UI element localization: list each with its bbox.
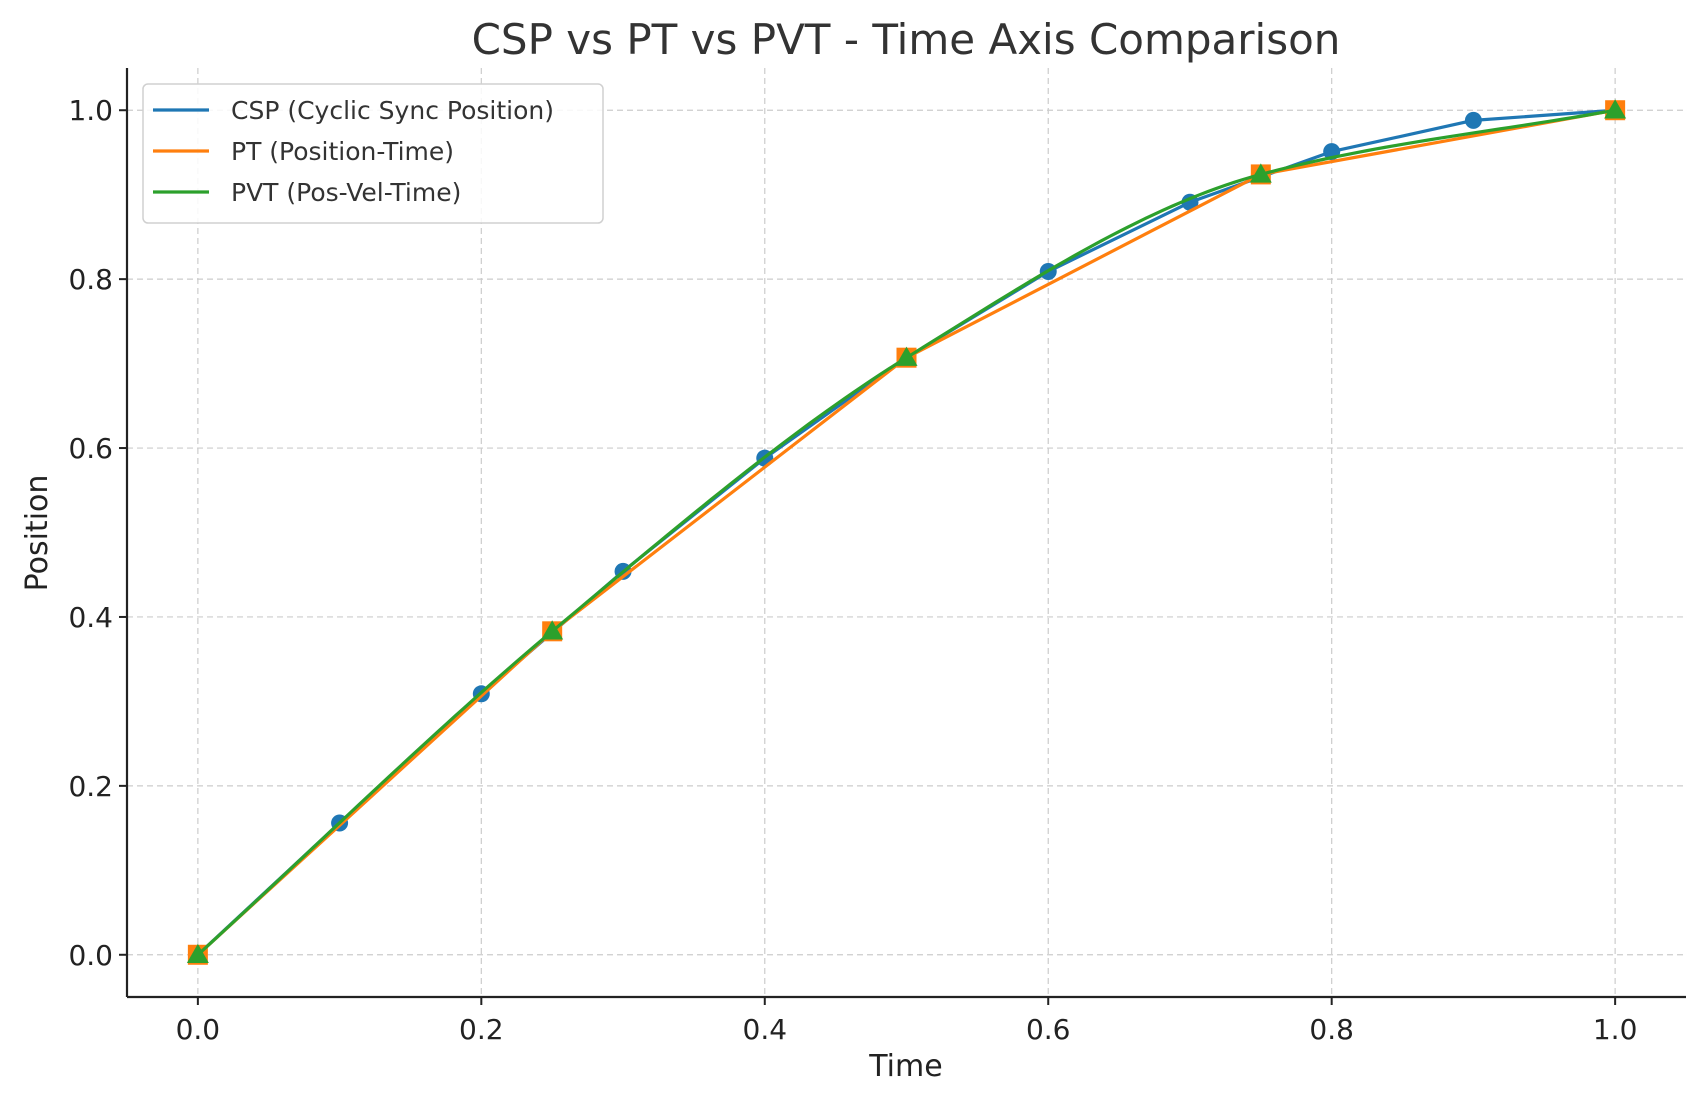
ticks: 0.0 0.2 0.4 0.6 0.8 1.0 0.0 0.2 0.4 0.6 0.8 1.0 (68, 94, 1637, 1046)
legend-label: CSP (Cyclic Sync Position) (231, 96, 554, 125)
x-axis-label: Time (868, 1049, 942, 1084)
legend: CSP (Cyclic Sync Position) PT (Position-T… (142, 83, 604, 224)
y-tick-label: 0.0 (68, 939, 113, 972)
y-tick-label: 0.4 (68, 601, 113, 634)
y-tick-label: 1.0 (68, 94, 113, 127)
y-tick-label: 0.6 (68, 432, 113, 465)
data-point (1464, 111, 1482, 129)
x-tick-label: 0.8 (1309, 1013, 1354, 1046)
x-tick-label: 0.4 (743, 1013, 788, 1046)
series-layer (186, 99, 1627, 965)
x-tick-label: 0.2 (459, 1013, 504, 1046)
chart-title: CSP vs PT vs PVT - Time Axis Comparison (472, 15, 1341, 64)
series-3 (186, 99, 1627, 964)
legend-label: PT (Position-Time) (231, 137, 454, 166)
x-tick-label: 0.0 (176, 1013, 221, 1046)
axes (125, 68, 1686, 999)
data-point (1604, 99, 1627, 119)
legend-label: PVT (Pos-Vel-Time) (231, 178, 461, 207)
data-point (541, 620, 564, 640)
data-point (895, 346, 918, 366)
y-axis-label: Position (20, 475, 55, 592)
y-tick-label: 0.8 (68, 263, 113, 296)
y-tick-label: 0.2 (68, 770, 113, 803)
data-point (1249, 163, 1272, 183)
data-point (186, 943, 209, 964)
legend-frame (142, 83, 604, 224)
x-tick-label: 0.6 (1026, 1013, 1071, 1046)
x-tick-label: 1.0 (1593, 1013, 1638, 1046)
